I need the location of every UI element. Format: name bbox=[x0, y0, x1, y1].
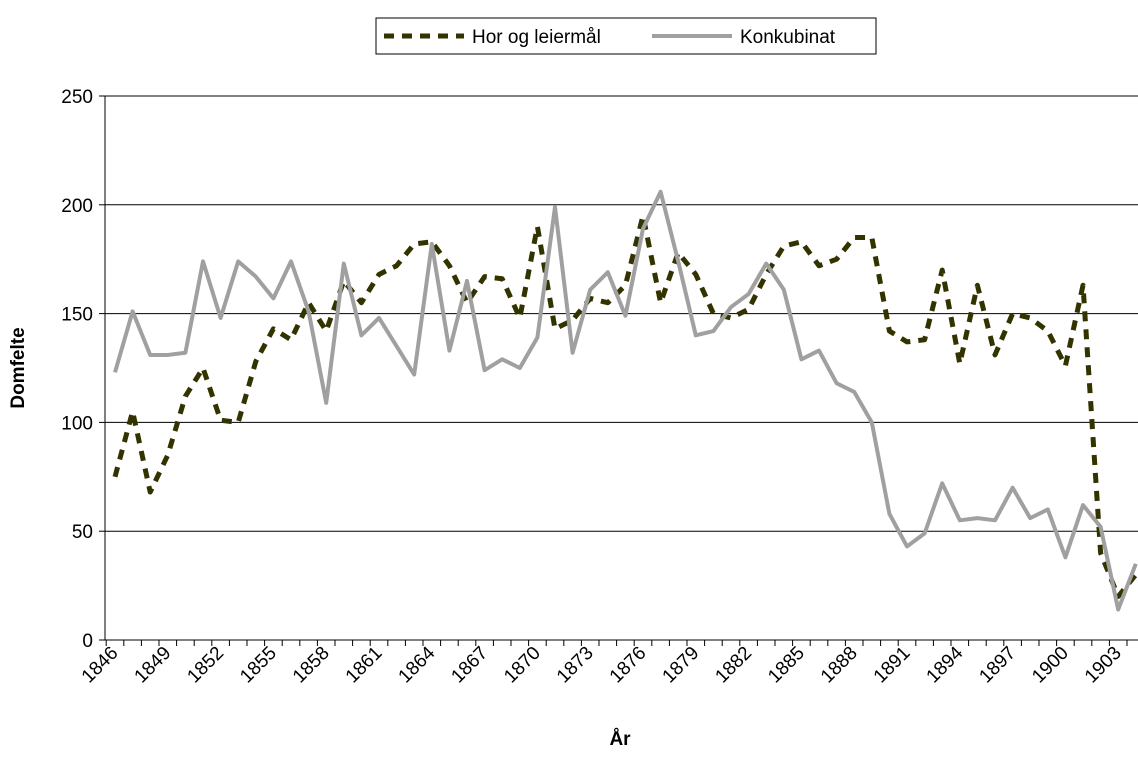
y-tick-label: 50 bbox=[72, 522, 93, 543]
x-tick-label: 1879 bbox=[659, 643, 704, 688]
x-tick-label: 1861 bbox=[342, 643, 387, 688]
x-tick-label: 1882 bbox=[711, 643, 756, 688]
x-tick-label: 1855 bbox=[236, 643, 281, 688]
y-tick-label: 0 bbox=[82, 631, 93, 652]
x-tick-label: 1891 bbox=[870, 643, 915, 688]
x-tick-label: 1894 bbox=[923, 642, 968, 687]
x-tick-label: 1858 bbox=[289, 643, 334, 688]
x-tick-label: 1873 bbox=[553, 643, 598, 688]
legend-label: Hor og leiermål bbox=[472, 27, 601, 48]
x-tick-label: 1870 bbox=[500, 643, 545, 688]
y-tick-label: 200 bbox=[61, 196, 93, 217]
x-tick-label: 1903 bbox=[1081, 643, 1126, 688]
x-tick-label: 1876 bbox=[606, 643, 651, 688]
series-line bbox=[113, 189, 1138, 612]
legend-label: Konkubinat bbox=[740, 27, 836, 48]
x-tick-label: 1888 bbox=[817, 643, 862, 688]
x-tick-label: 1897 bbox=[975, 643, 1020, 688]
x-tick-label: 1864 bbox=[395, 642, 440, 687]
y-tick-label: 100 bbox=[61, 413, 93, 434]
y-axis-label: Domfelte bbox=[8, 327, 29, 408]
y-tick-label: 250 bbox=[61, 87, 93, 108]
series-line bbox=[112, 213, 1138, 599]
x-tick-label: 1849 bbox=[131, 643, 176, 688]
x-axis-label: År bbox=[609, 729, 631, 750]
x-tick-label: 1867 bbox=[447, 643, 492, 688]
x-tick-label: 1885 bbox=[764, 643, 809, 688]
x-tick-label: 1900 bbox=[1028, 643, 1073, 688]
y-tick-label: 150 bbox=[61, 305, 93, 326]
x-tick-label: 1852 bbox=[183, 643, 228, 688]
